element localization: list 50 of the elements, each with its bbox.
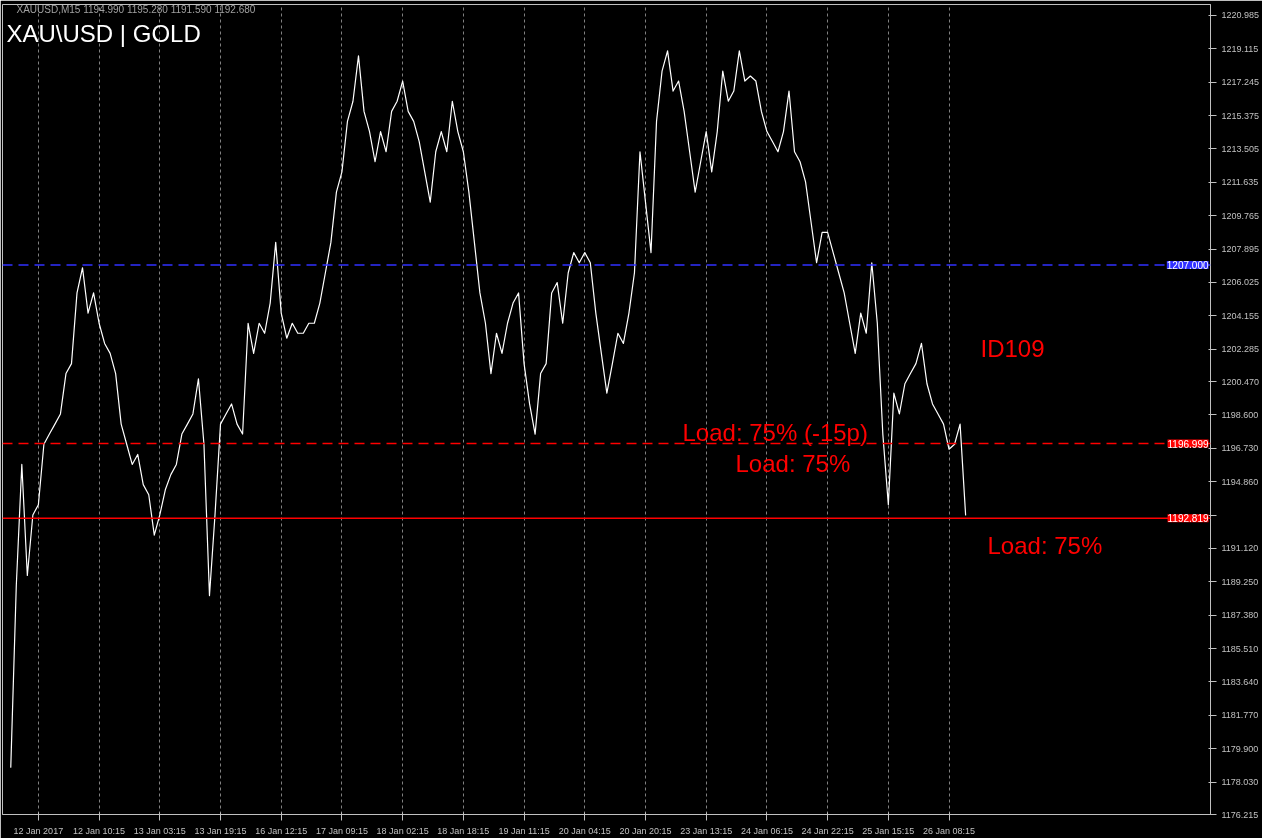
annotation: XAUUSD,M15 1194.990 1195.280 1191.590 1192.680 (16, 4, 256, 15)
y-tick-label: 1200.470 (1221, 376, 1260, 387)
x-tick-label: 18 Jan 18:15 (437, 825, 490, 836)
ref-line-label: 1196.999 (1167, 438, 1209, 450)
y-tick-label: 1179.900 (1221, 743, 1259, 754)
x-tick-label: 20 Jan 20:15 (619, 825, 672, 836)
y-tick-label: 1183.640 (1221, 676, 1259, 687)
x-tick-label: 25 Jan 15:15 (862, 825, 915, 836)
x-tick-label: 13 Jan 19:15 (194, 825, 247, 836)
y-tick-label: 1209.765 (1221, 210, 1260, 221)
y-tick-label: 1189.250 (1221, 576, 1259, 587)
x-tick-label: 12 Jan 10:15 (73, 825, 126, 836)
x-tick-label: 20 Jan 04:15 (558, 825, 611, 836)
ref-line-label: 1207.000 (1166, 260, 1209, 272)
x-tick-label: 16 Jan 12:15 (255, 825, 308, 836)
y-tick-label: 1194.860 (1221, 476, 1259, 487)
y-tick-label: 1176.215 (1221, 809, 1259, 820)
x-tick-label: 24 Jan 22:15 (801, 825, 854, 836)
y-tick-label: 1206.025 (1221, 277, 1260, 288)
x-tick-label: 26 Jan 08:15 (923, 825, 976, 836)
line-series (10, 50, 967, 768)
text: Load: 75% (987, 532, 1103, 559)
text: ID109 (980, 335, 1045, 362)
annotation: Load: 75% (-15p) (682, 419, 868, 446)
x-tick-label: 17 Jan 09:15 (315, 825, 368, 836)
y-tick-label: 1213.505 (1221, 143, 1260, 154)
y-tick-label: 1204.155 (1221, 310, 1260, 321)
x-tick-label: 23 Jan 13:15 (680, 825, 733, 836)
y-tick-label: 1217.245 (1221, 77, 1260, 88)
x-tick-label: 13 Jan 03:15 (133, 825, 186, 836)
y-tick-label: 1181.770 (1221, 710, 1259, 721)
y-tick-label: 1187.380 (1221, 610, 1259, 621)
y-tick-label: 1220.985 (1221, 10, 1260, 21)
text: XAU\USD | GOLD (6, 20, 201, 47)
y-tick-label: 1185.510 (1221, 643, 1259, 654)
annotation: Load: 75% (735, 450, 851, 477)
y-tick-label: 1219.115 (1221, 43, 1259, 54)
y-tick-label: 1191.120 (1221, 543, 1259, 554)
y-tick-label: 1196.730 (1221, 443, 1259, 454)
y-tick-label: 1211.635 (1221, 177, 1259, 188)
y-tick-label: 1198.600 (1221, 409, 1259, 420)
y-tick-label: 1207.895 (1221, 244, 1260, 255)
y-tick-label: 1202.285 (1221, 344, 1260, 355)
ref-line-label: 1192.819 (1167, 513, 1209, 525)
y-tick-label: 1215.375 (1221, 110, 1260, 121)
x-tick-label: 24 Jan 06:15 (740, 825, 793, 836)
x-tick-label: 19 Jan 11:15 (498, 825, 550, 836)
y-tick-label: 1178.030 (1221, 777, 1259, 788)
x-tick-label: 12 Jan 2017 (13, 825, 64, 836)
x-tick-label: 18 Jan 02:15 (376, 825, 429, 836)
